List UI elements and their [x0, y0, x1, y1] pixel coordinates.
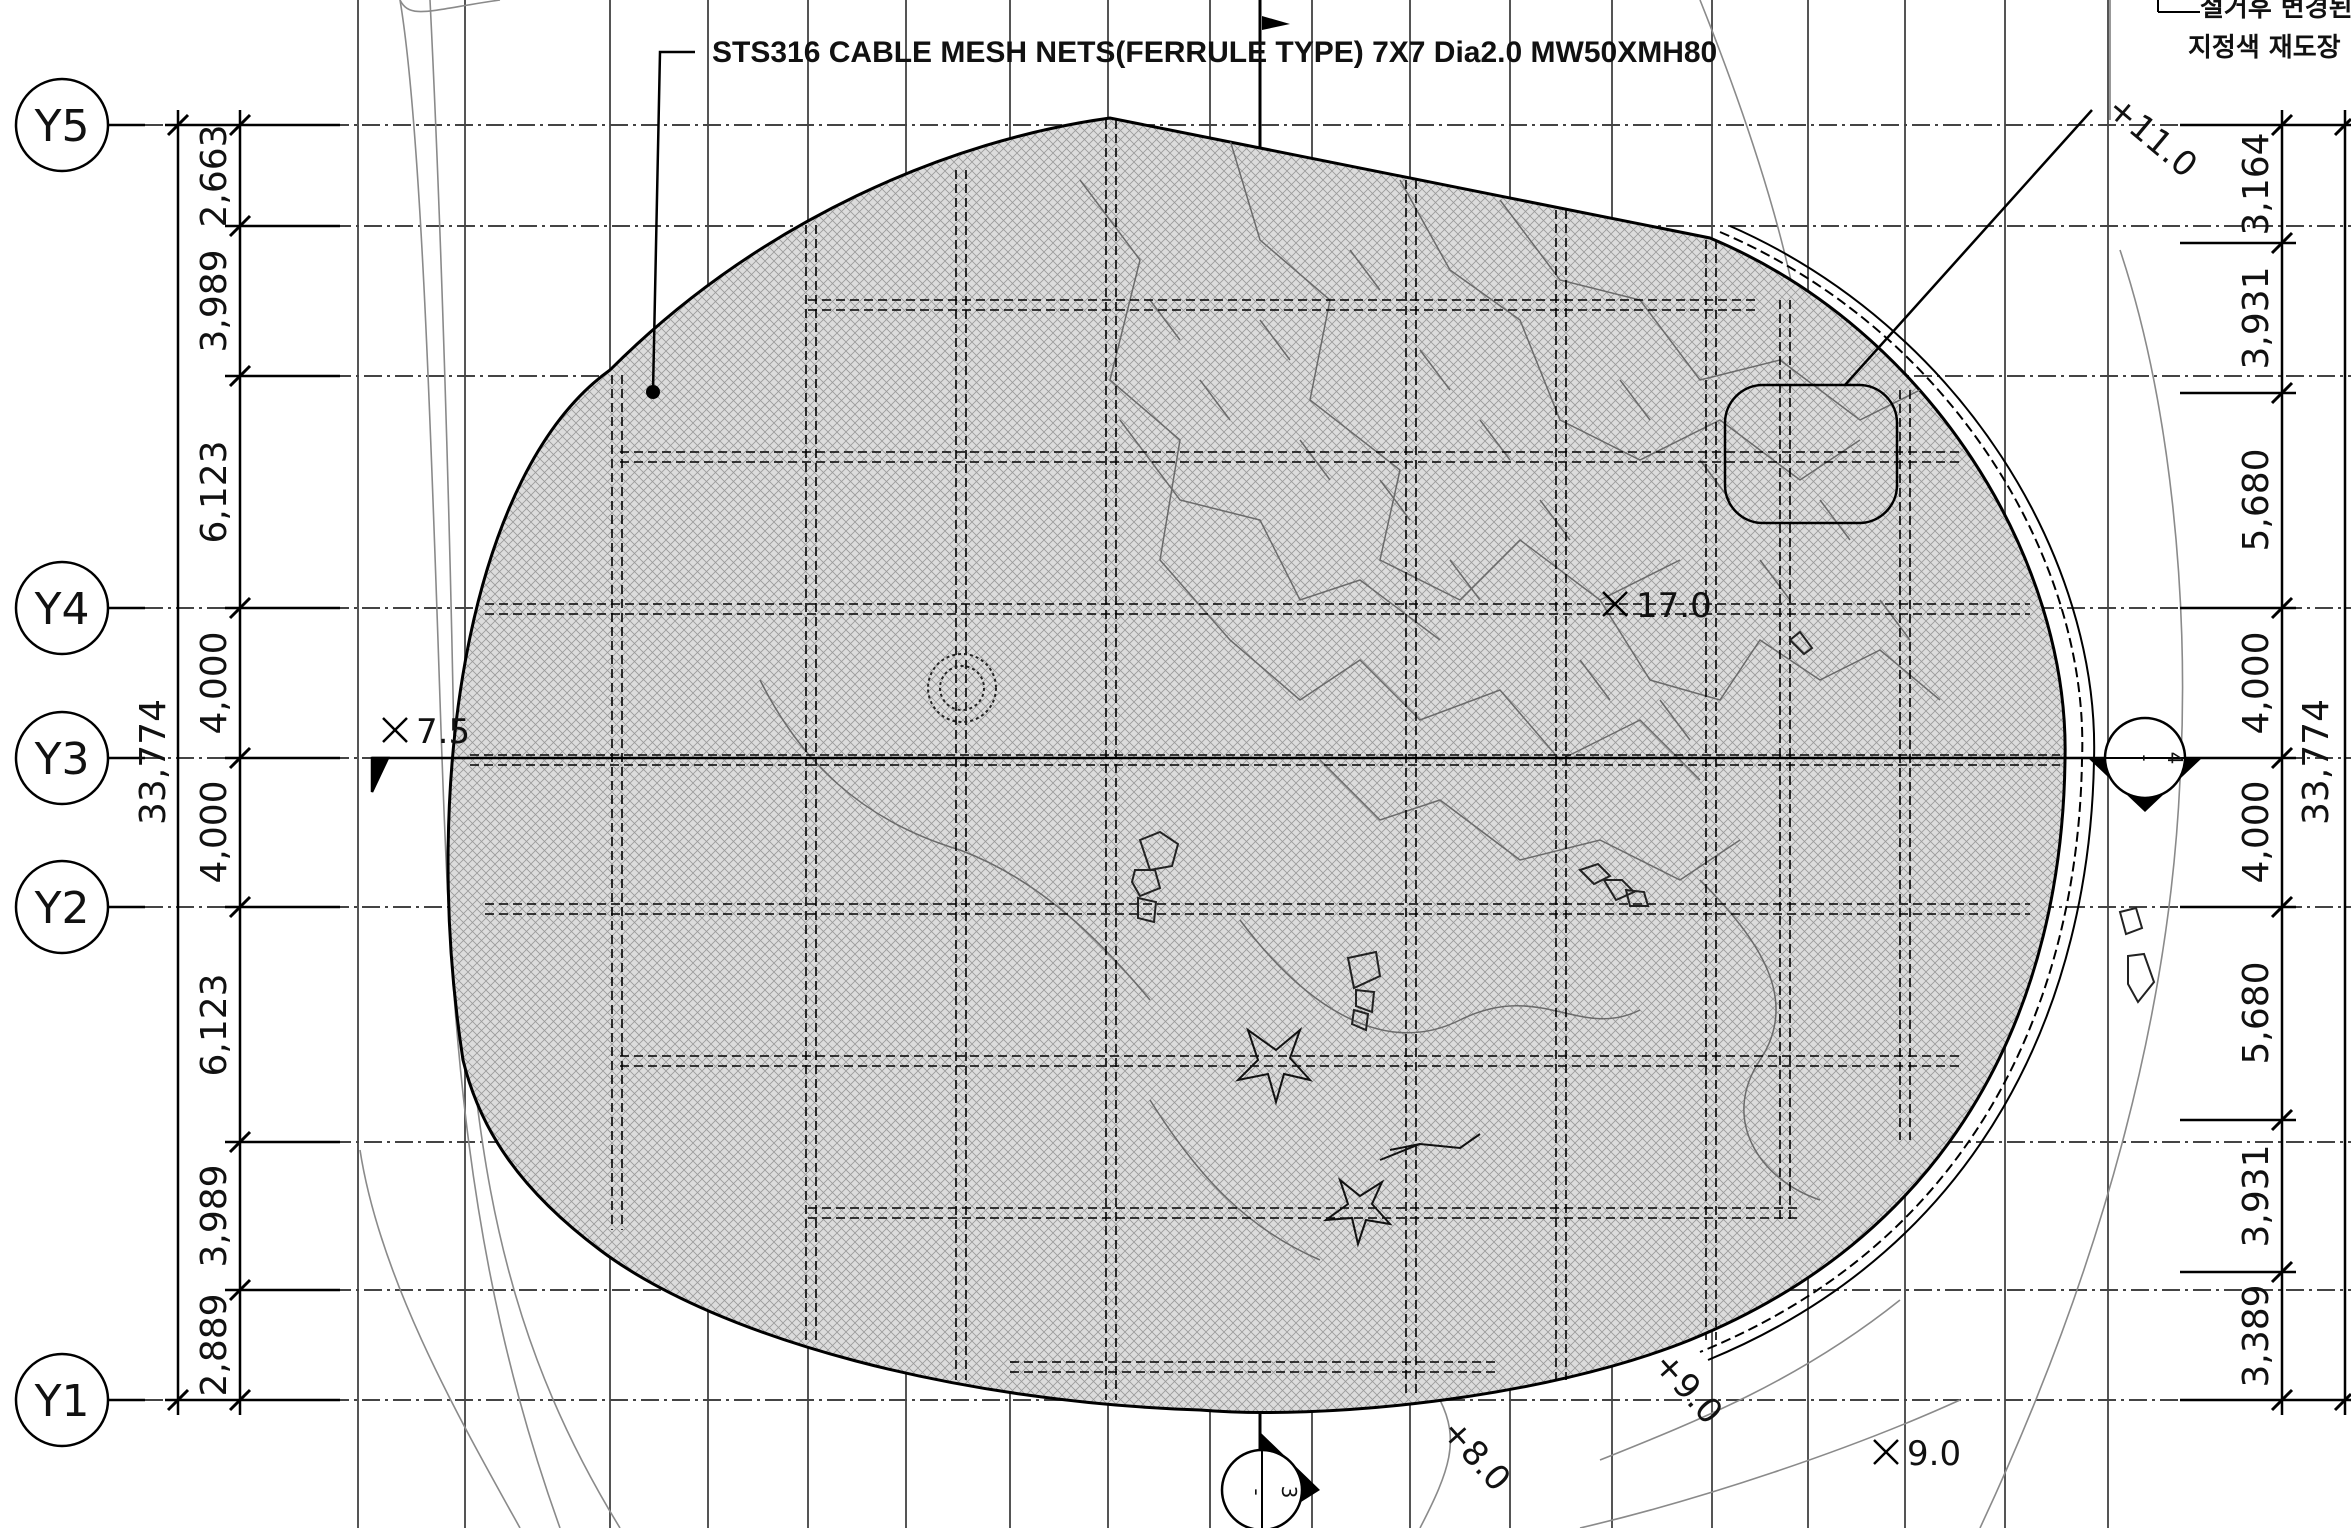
title-frame [2109, 0, 2200, 120]
left-dim-5: 4,000 [194, 780, 235, 883]
spot-level-left: 7.5 [416, 712, 470, 752]
spot-level-bottom-right: 9.0 [1907, 1434, 1961, 1474]
grid-label-y4: Y4 [34, 584, 90, 635]
support-cables [470, 120, 2060, 1400]
left-dim-total: 33,774 [133, 699, 174, 825]
left-dim-7: 3,989 [194, 1164, 235, 1267]
left-dimension-texts: 2,663 3,989 6,123 4,000 4,000 6,123 3,98… [133, 124, 235, 1396]
contour-label-top-right: +11.0 [2099, 88, 2205, 186]
section-line [370, 756, 2110, 793]
contour-label-9: +9.0 [1645, 1344, 1730, 1432]
contour-label-8: +8.0 [1433, 1411, 1518, 1499]
right-dim-total: 33,774 [2296, 699, 2337, 825]
corner-note: 철거후 변경된 지정색 재도장 [2188, 0, 2351, 63]
left-dimension-chain [165, 110, 340, 1415]
right-dimension-chain [2180, 110, 2351, 1415]
right-dim-2: 3,931 [2236, 266, 2277, 369]
section-right-number: 4 [2163, 752, 2187, 765]
right-dimension-ticks [2270, 113, 2351, 1412]
left-dim-8: 2,889 [194, 1293, 235, 1396]
corner-note-line-2: 지정색 재도장 [2188, 33, 2341, 63]
left-dim-3: 6,123 [194, 440, 235, 543]
corner-note-line-1: 철거후 변경된 [2200, 0, 2351, 23]
right-dim-5: 4,000 [2236, 780, 2277, 883]
right-dim-6: 5,680 [2236, 961, 2277, 1064]
spot-level-center: 17.0 [1636, 586, 1712, 626]
left-dim-6: 6,123 [194, 973, 235, 1076]
right-dim-7: 3,931 [2236, 1144, 2277, 1247]
section-bottom-number: 3 [1277, 1486, 1301, 1499]
section-marker-bottom: 3 - [1220, 1432, 1320, 1528]
right-dim-1: 3,164 [2236, 132, 2277, 235]
left-dimension-ticks [166, 113, 252, 1412]
material-callout: STS316 CABLE MESH NETS(FERRULE TYPE) 7X7… [646, 36, 1717, 399]
grid-label-y1: Y1 [34, 1376, 90, 1427]
right-dim-4: 4,000 [2236, 631, 2277, 734]
grid-label-y3: Y3 [34, 734, 90, 785]
left-dim-2: 3,989 [194, 249, 235, 352]
right-dim-8: 3,389 [2236, 1284, 2277, 1387]
section-right-sheet: - [2133, 754, 2157, 761]
right-dim-3: 5,680 [2236, 448, 2277, 551]
left-dim-4: 4,000 [194, 631, 235, 734]
material-callout-text: STS316 CABLE MESH NETS(FERRULE TYPE) 7X7… [712, 36, 1717, 69]
section-marker-right: 4 - [2088, 716, 2202, 812]
grid-label-y2: Y2 [34, 883, 90, 934]
grid-label-y5: Y5 [34, 101, 90, 152]
section-bottom-sheet: - [1245, 1488, 1269, 1495]
site-features [927, 630, 2156, 1248]
section-arrow-top [1262, 16, 1290, 30]
grid-bubble-leaders [108, 123, 145, 1402]
left-dim-1: 2,663 [194, 124, 235, 227]
right-dimension-texts: 3,164 3,931 5,680 4,000 4,000 5,680 3,93… [2236, 132, 2337, 1387]
detail-callout [1723, 109, 2093, 525]
